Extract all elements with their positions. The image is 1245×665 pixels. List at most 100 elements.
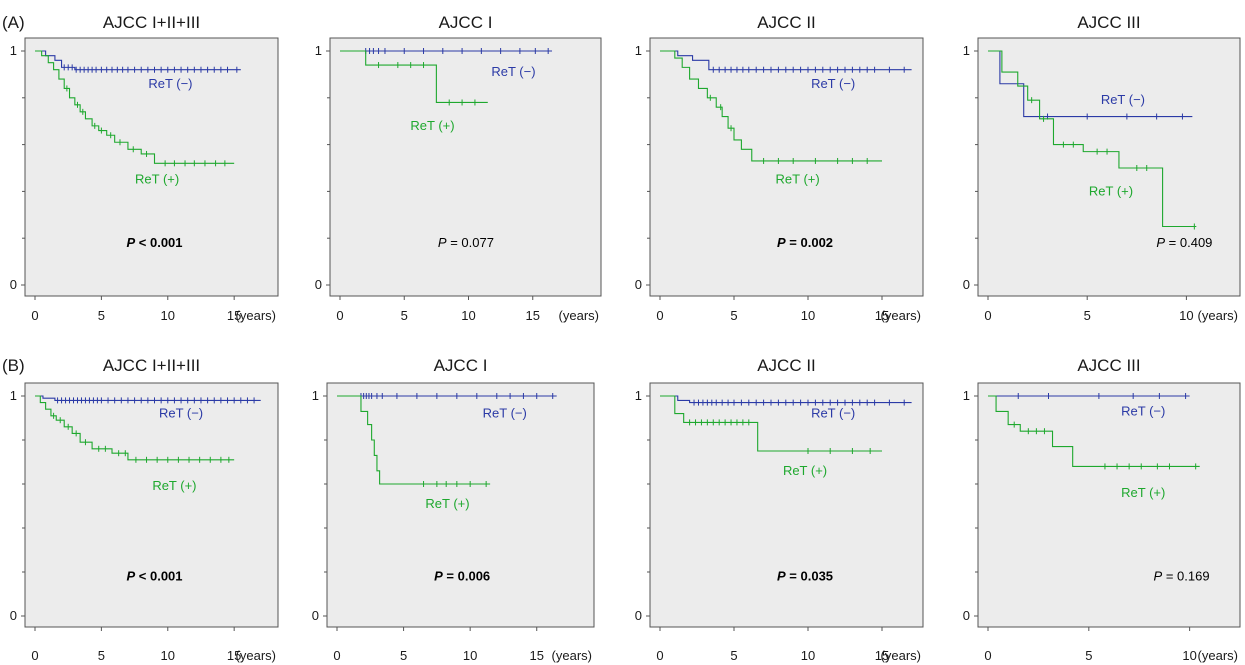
plot-area bbox=[977, 382, 1241, 628]
p-value-text: = 0.169 bbox=[1162, 568, 1209, 583]
x-tick-label: 15 bbox=[227, 308, 241, 323]
panel-title: AJCC I bbox=[439, 13, 493, 32]
x-tick-label: 5 bbox=[98, 648, 105, 663]
p-value: P = 0.169 bbox=[1154, 568, 1210, 583]
p-symbol: P bbox=[1156, 235, 1165, 250]
x-tick-label: 0 bbox=[31, 648, 38, 663]
x-tick-label: 15 bbox=[875, 308, 889, 323]
p-value: P < 0.001 bbox=[126, 568, 182, 583]
y-tick-label: 1 bbox=[315, 43, 322, 58]
p-value-text: < 0.001 bbox=[135, 235, 182, 250]
x-tick-label: 10 bbox=[461, 308, 475, 323]
p-symbol: P bbox=[777, 568, 786, 583]
x-tick-label: 10 bbox=[1182, 648, 1196, 663]
x-tick-label: 10 bbox=[801, 648, 815, 663]
p-value: P = 0.077 bbox=[438, 235, 494, 250]
p-value-text: = 0.077 bbox=[447, 235, 494, 250]
x-tick-label: 0 bbox=[656, 648, 663, 663]
p-value: P < 0.001 bbox=[126, 235, 182, 250]
x-tick-label: 5 bbox=[401, 308, 408, 323]
x-unit-label: (years) bbox=[1198, 308, 1238, 323]
y-tick-label: 0 bbox=[312, 608, 319, 623]
x-unit-label: (years) bbox=[236, 648, 276, 663]
label-ret-positive: ReT (+) bbox=[1121, 485, 1165, 500]
y-tick-label: 0 bbox=[635, 277, 642, 292]
label-ret-negative: ReT (−) bbox=[1121, 403, 1165, 418]
x-tick-label: 5 bbox=[730, 648, 737, 663]
x-unit-label: (years) bbox=[559, 308, 599, 323]
curve-ret-positive bbox=[340, 50, 488, 104]
p-value-text: = 0.006 bbox=[443, 568, 490, 583]
p-value: P = 0.409 bbox=[1156, 235, 1212, 250]
p-symbol: P bbox=[126, 235, 135, 250]
x-unit-label: (years) bbox=[881, 648, 921, 663]
x-tick-label: 10 bbox=[801, 308, 815, 323]
x-tick-label: 5 bbox=[730, 308, 737, 323]
x-tick-label: 0 bbox=[333, 648, 340, 663]
p-value-text: = 0.002 bbox=[786, 235, 833, 250]
p-symbol: P bbox=[434, 568, 443, 583]
curve-ret-positive bbox=[988, 395, 1200, 467]
y-tick-label: 1 bbox=[635, 43, 642, 58]
p-symbol: P bbox=[126, 568, 135, 583]
p-value-text: = 0.409 bbox=[1165, 235, 1212, 250]
y-tick-label: 0 bbox=[10, 608, 17, 623]
y-tick-label: 1 bbox=[963, 388, 970, 403]
p-symbol: P bbox=[438, 235, 447, 250]
y-tick-label: 0 bbox=[10, 277, 17, 292]
curve-ret-negative bbox=[660, 50, 912, 71]
label-ret-positive: ReT (+) bbox=[152, 478, 196, 493]
curve-ret-positive bbox=[988, 50, 1197, 228]
x-tick-label: 0 bbox=[336, 308, 343, 323]
p-value-text: = 0.035 bbox=[786, 568, 833, 583]
x-unit-label: (years) bbox=[236, 308, 276, 323]
label-ret-positive: ReT (+) bbox=[410, 118, 454, 133]
y-tick-label: 1 bbox=[635, 388, 642, 403]
p-value-text: < 0.001 bbox=[135, 568, 182, 583]
y-tick-label: 0 bbox=[635, 608, 642, 623]
panel-title: AJCC I+II+III bbox=[103, 356, 200, 375]
plot-area bbox=[24, 382, 279, 628]
row-label-b: (B) bbox=[2, 356, 25, 375]
panel-title: AJCC II bbox=[757, 356, 816, 375]
label-ret-negative: ReT (−) bbox=[811, 76, 855, 91]
plot-area bbox=[24, 37, 279, 297]
label-ret-negative: ReT (−) bbox=[148, 76, 192, 91]
curve-ret-positive bbox=[660, 395, 882, 452]
label-ret-positive: ReT (+) bbox=[1089, 183, 1133, 198]
x-tick-label: 15 bbox=[530, 648, 544, 663]
y-tick-label: 0 bbox=[963, 608, 970, 623]
x-tick-label: 10 bbox=[1179, 308, 1193, 323]
x-tick-label: 5 bbox=[1084, 308, 1091, 323]
x-tick-label: 5 bbox=[1085, 648, 1092, 663]
panel-title: AJCC III bbox=[1077, 356, 1140, 375]
x-tick-label: 0 bbox=[984, 648, 991, 663]
curve-ret-negative bbox=[35, 50, 241, 71]
x-tick-label: 0 bbox=[31, 308, 38, 323]
x-tick-label: 15 bbox=[526, 308, 540, 323]
x-tick-label: 0 bbox=[984, 308, 991, 323]
panel-title: AJCC II bbox=[757, 13, 816, 32]
plot-area bbox=[329, 37, 602, 297]
y-tick-label: 1 bbox=[10, 43, 17, 58]
p-value: P = 0.002 bbox=[777, 235, 833, 250]
x-tick-label: 5 bbox=[400, 648, 407, 663]
plot-area bbox=[649, 37, 924, 297]
label-ret-positive: ReT (+) bbox=[783, 463, 827, 478]
curve-ret-positive bbox=[337, 395, 491, 485]
x-tick-label: 10 bbox=[161, 648, 175, 663]
panel-title: AJCC I+II+III bbox=[103, 13, 200, 32]
label-ret-positive: ReT (+) bbox=[425, 496, 469, 511]
panel-title: AJCC I bbox=[434, 356, 488, 375]
label-ret-negative: ReT (−) bbox=[491, 64, 535, 79]
panel-title: AJCC III bbox=[1077, 13, 1140, 32]
label-ret-negative: ReT (−) bbox=[1101, 92, 1145, 107]
y-tick-label: 0 bbox=[963, 277, 970, 292]
